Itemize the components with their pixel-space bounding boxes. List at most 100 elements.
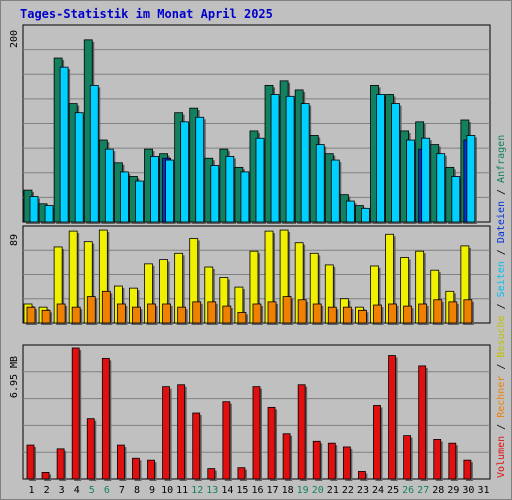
bar-seiten xyxy=(406,139,416,223)
scale-label-top: 200 xyxy=(9,30,20,48)
bar-seiten xyxy=(361,207,370,223)
bar-rechner xyxy=(342,306,352,324)
x-tick-label: 20 xyxy=(312,485,324,496)
bar-volumen xyxy=(403,435,412,480)
bar-seiten xyxy=(135,180,144,223)
x-tick-label: 25 xyxy=(387,485,399,496)
bar-rechner xyxy=(463,299,473,324)
bar-volumen xyxy=(71,347,80,480)
bar-rechner xyxy=(267,301,277,324)
x-tick-label: 5 xyxy=(89,485,95,496)
bar-volumen xyxy=(327,442,336,480)
bar-seiten xyxy=(300,103,310,223)
bar-volumen xyxy=(86,418,95,480)
bar-seiten xyxy=(180,121,190,223)
bar-seiten xyxy=(150,156,159,223)
bar-seiten xyxy=(119,171,129,223)
bar-seiten xyxy=(436,153,446,223)
legend-separator: / xyxy=(496,297,507,315)
bar-rechner xyxy=(418,303,428,324)
bar-volumen xyxy=(207,468,216,480)
legend-separator: / xyxy=(496,358,507,376)
bar-seiten xyxy=(89,84,99,223)
bar-seiten xyxy=(451,176,461,223)
x-tick-label: 22 xyxy=(342,485,354,496)
bar-seiten xyxy=(315,144,325,223)
bar-rechner xyxy=(177,306,187,324)
x-tick-label: 6 xyxy=(104,485,110,496)
bar-rechner xyxy=(41,309,51,324)
chart-title: Tages-Statistik im Monat April 2025 xyxy=(20,7,273,21)
bar-rechner xyxy=(403,305,413,324)
bar-seiten xyxy=(285,95,295,223)
bar-volumen xyxy=(26,444,35,480)
bar-seiten xyxy=(210,165,220,223)
legend-item-besuche: Besuche xyxy=(496,315,507,357)
legend-item-anfragen: Anfragen xyxy=(496,135,507,183)
bar-volumen xyxy=(222,401,231,480)
x-tick-label: 14 xyxy=(221,485,233,496)
bar-volumen xyxy=(342,446,351,480)
bar-volumen xyxy=(433,439,442,480)
bar-rechner xyxy=(297,299,307,324)
x-tick-label: 18 xyxy=(282,485,294,496)
bar-seiten xyxy=(421,137,431,223)
legend-item-rechner: Rechner xyxy=(496,376,507,418)
bar-volumen xyxy=(267,406,276,480)
legend-separator: / xyxy=(496,243,507,261)
bar-seiten xyxy=(391,103,400,223)
x-tick-label: 27 xyxy=(417,485,429,496)
bar-volumen xyxy=(297,384,306,480)
bar-seiten xyxy=(165,159,174,223)
bar-volumen xyxy=(373,405,381,480)
bar-volumen xyxy=(147,459,155,480)
bar-rechner xyxy=(192,301,202,324)
bar-volumen xyxy=(192,412,201,480)
bar-volumen xyxy=(252,386,261,480)
bar-seiten xyxy=(240,171,250,223)
bar-seiten xyxy=(44,205,54,223)
bar-volumen xyxy=(56,448,65,480)
bar-rechner xyxy=(162,303,171,324)
x-tick-label: 17 xyxy=(267,485,279,496)
bar-rechner xyxy=(373,304,382,324)
legend-item-seiten: Seiten xyxy=(496,261,507,297)
bar-rechner xyxy=(101,290,111,324)
bar-rechner xyxy=(237,312,247,324)
x-tick-label: 13 xyxy=(206,485,218,496)
x-tick-label: 26 xyxy=(402,485,414,496)
bar-volumen xyxy=(116,444,125,480)
bar-seiten xyxy=(270,94,280,223)
x-tick-label: 2 xyxy=(44,485,50,496)
bar-rechner xyxy=(56,303,66,324)
x-tick-label: 10 xyxy=(161,485,173,496)
bar-volumen xyxy=(162,386,170,480)
legend: Volumen / Rechner / Besuche / Seiten / D… xyxy=(496,135,507,478)
x-tick-label: 11 xyxy=(176,485,188,496)
bar-rechner xyxy=(433,299,443,324)
bar-rechner xyxy=(26,306,36,324)
bar-rechner xyxy=(282,296,292,324)
bar-rechner xyxy=(71,306,81,324)
bar-volumen xyxy=(41,472,50,480)
bar-seiten xyxy=(330,159,340,223)
bar-rechner xyxy=(388,303,397,324)
bar-volumen xyxy=(463,459,472,480)
bar-volumen xyxy=(101,357,110,480)
x-tick-label: 9 xyxy=(149,485,155,496)
bar-seiten xyxy=(225,156,235,223)
x-tick-label: 28 xyxy=(432,485,444,496)
bar-volumen xyxy=(388,355,396,480)
bar-rechner xyxy=(207,301,217,324)
x-tick-label: 1 xyxy=(29,485,35,496)
x-tick-label: 15 xyxy=(236,485,248,496)
legend-separator: / xyxy=(496,183,507,201)
bar-rechner xyxy=(86,296,96,324)
x-tick-label: 23 xyxy=(357,485,369,496)
bar-volumen xyxy=(448,442,457,480)
x-tick-label: 4 xyxy=(74,485,80,496)
scale-label-bottom: 6.95 MB xyxy=(9,356,20,398)
x-tick-label: 7 xyxy=(119,485,125,496)
legend-item-dateien: Dateien xyxy=(496,201,507,243)
